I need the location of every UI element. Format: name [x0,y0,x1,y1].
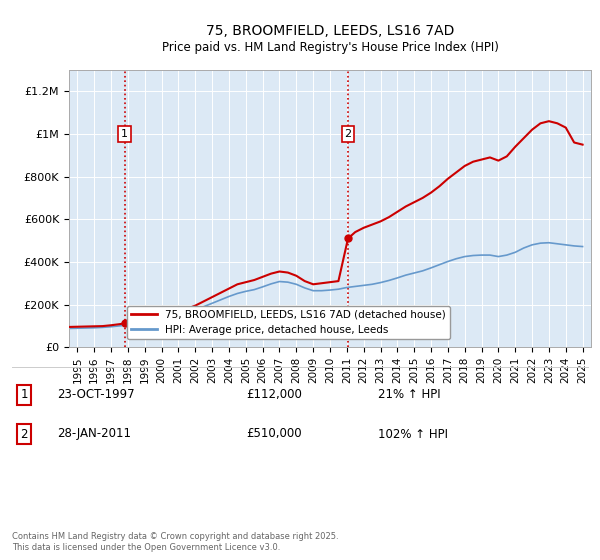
Text: 2: 2 [20,427,28,441]
Text: £510,000: £510,000 [246,427,302,441]
Text: 102% ↑ HPI: 102% ↑ HPI [378,427,448,441]
Text: 1: 1 [20,388,28,402]
Text: 23-OCT-1997: 23-OCT-1997 [57,388,134,402]
Legend: 75, BROOMFIELD, LEEDS, LS16 7AD (detached house), HPI: Average price, detached h: 75, BROOMFIELD, LEEDS, LS16 7AD (detache… [127,306,450,339]
Text: 21% ↑ HPI: 21% ↑ HPI [378,388,440,402]
Text: £112,000: £112,000 [246,388,302,402]
Text: Contains HM Land Registry data © Crown copyright and database right 2025.
This d: Contains HM Land Registry data © Crown c… [12,532,338,552]
Text: 2: 2 [344,129,352,139]
Text: 28-JAN-2011: 28-JAN-2011 [57,427,131,441]
Text: Price paid vs. HM Land Registry's House Price Index (HPI): Price paid vs. HM Land Registry's House … [161,41,499,54]
Text: 1: 1 [121,129,128,139]
Text: 75, BROOMFIELD, LEEDS, LS16 7AD: 75, BROOMFIELD, LEEDS, LS16 7AD [206,24,454,38]
